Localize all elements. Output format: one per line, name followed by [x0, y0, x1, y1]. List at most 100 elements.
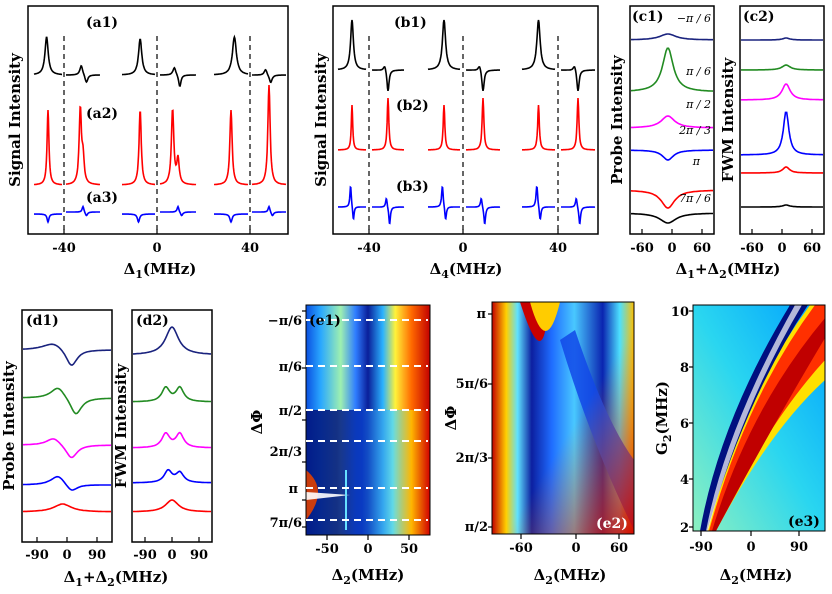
panel-label-b2: (b2) [396, 98, 429, 114]
phase-label: 7π / 6 [679, 192, 711, 205]
xtick-label: 60 [693, 241, 711, 256]
panel-label-d1: (d1) [26, 313, 59, 329]
trace-b1 [427, 19, 461, 71]
panel-label-b1: (b1) [394, 15, 427, 31]
xtick-label: -90 [25, 548, 49, 563]
fwm-trace-d [133, 326, 211, 355]
fwm-trace [741, 37, 823, 41]
trace-a2 [159, 109, 197, 186]
xtick-label: -50 [315, 542, 339, 557]
xtick-label: -90 [689, 540, 713, 555]
heatmap-e3 [693, 305, 825, 531]
trace-a1 [122, 38, 156, 76]
panel-b-frame [332, 5, 599, 235]
trace-b2 [428, 104, 460, 151]
xtick-label: -60 [740, 241, 764, 256]
trace-b2 [338, 104, 366, 151]
panel-label-a3: (a3) [86, 190, 118, 206]
xtick-label: 0 [777, 241, 786, 256]
ytick-label: 7π/6 [270, 516, 302, 531]
trace-a3 [34, 213, 62, 224]
panel-e2-frame [491, 301, 635, 535]
fwm-trace [740, 166, 823, 174]
ylabel-a: Signal Intensity [6, 52, 24, 187]
xtick-label: 0 [458, 241, 467, 256]
xlabel-e2: Δ2(MHz) [534, 566, 607, 587]
ylabel-d2: FWM Intensity [112, 363, 130, 489]
probe-trace-d [23, 387, 111, 415]
phase-label: −π / 6 [677, 12, 711, 25]
ylabel-d1: Probe Intensity [0, 360, 18, 491]
trace-b1 [372, 66, 404, 91]
dashed-separators [63, 36, 559, 234]
xtick-label: 90 [190, 548, 208, 563]
trace-a2 [122, 111, 155, 186]
phase-label: π / 6 [685, 65, 711, 78]
trace-a3 [252, 204, 286, 217]
xlabel-e1: Δ2(MHz) [332, 566, 405, 587]
fwm-trace-d [133, 499, 211, 513]
heatmap-e2 [492, 302, 634, 534]
trace-a1 [66, 64, 100, 84]
panel-label-e1: (e1) [309, 313, 341, 329]
ytick-label: −π/6 [268, 314, 302, 329]
probe-trace-d [22, 475, 111, 491]
xtick-label: -90 [133, 548, 157, 563]
ytick-label: 2 [680, 521, 689, 536]
probe-trace-d [23, 438, 112, 459]
probe-trace [631, 149, 713, 161]
xtick-label: 40 [549, 241, 567, 256]
probe-trace-d [23, 343, 112, 366]
ylabel-c2: FWM Intensity [719, 57, 737, 183]
trace-a3 [66, 204, 100, 217]
trace-a3 [214, 213, 248, 224]
xtick-label: 0 [571, 541, 580, 556]
ytick-label: 2π/3 [456, 451, 488, 466]
ytick-label: π/2 [279, 404, 302, 419]
xlabel-a: Δ1(MHz) [124, 260, 197, 281]
xtick-label: 60 [610, 541, 628, 556]
xtick-label: 0 [167, 548, 176, 563]
xtick-label: 0 [667, 241, 676, 256]
xtick-label: 0 [152, 241, 161, 256]
xtick-label: -60 [509, 541, 533, 556]
phase-label: π / 2 [685, 98, 711, 111]
fwm-trace [741, 111, 824, 156]
trace-b1 [561, 66, 595, 91]
probe-trace [630, 47, 714, 92]
trace-b2 [466, 97, 500, 151]
panel-a-frame [27, 5, 289, 235]
ylabel-e1: ΔΦ [248, 410, 266, 435]
trace-b3 [372, 197, 405, 225]
axis-ticks [36, 229, 813, 542]
xtick-label: -40 [357, 241, 381, 256]
trace-b3 [428, 185, 460, 221]
trace-b3 [338, 185, 366, 221]
xlabel-d: Δ1+Δ2(MHz) [64, 568, 169, 589]
panel-label-a2: (a2) [86, 106, 118, 122]
trace-a1 [33, 36, 62, 76]
trace-b1 [521, 19, 556, 71]
ytick-label: 6 [680, 417, 689, 432]
xtick-label: 60 [803, 241, 821, 256]
ylabel-e3: G2(MHz) [653, 381, 674, 455]
trace-b1 [466, 66, 500, 91]
heatmap-e1 [306, 305, 430, 535]
panel-d1-frame [21, 309, 113, 543]
panel-label-a1: (a1) [86, 15, 118, 31]
fwm-trace [741, 204, 823, 208]
trace-a3 [122, 213, 155, 224]
ytick-label: 5π/6 [456, 377, 488, 392]
xtick-label: 90 [790, 540, 808, 555]
panel-label-b3: (b3) [396, 179, 429, 195]
panel-label-d2: (d2) [136, 313, 169, 329]
trace-b2 [522, 104, 555, 151]
fwm-trace-d [133, 385, 211, 403]
probe-trace [631, 115, 713, 129]
ylabel-c1: Probe Intensity [608, 54, 626, 185]
panel-label-e3: (e3) [788, 514, 820, 530]
ytick-label: π/2 [465, 520, 488, 535]
xlabel-e3: Δ2(MHz) [720, 566, 793, 587]
ytick-label: 2π/3 [270, 445, 302, 460]
ylabel-b: Signal Intensity [312, 52, 330, 187]
